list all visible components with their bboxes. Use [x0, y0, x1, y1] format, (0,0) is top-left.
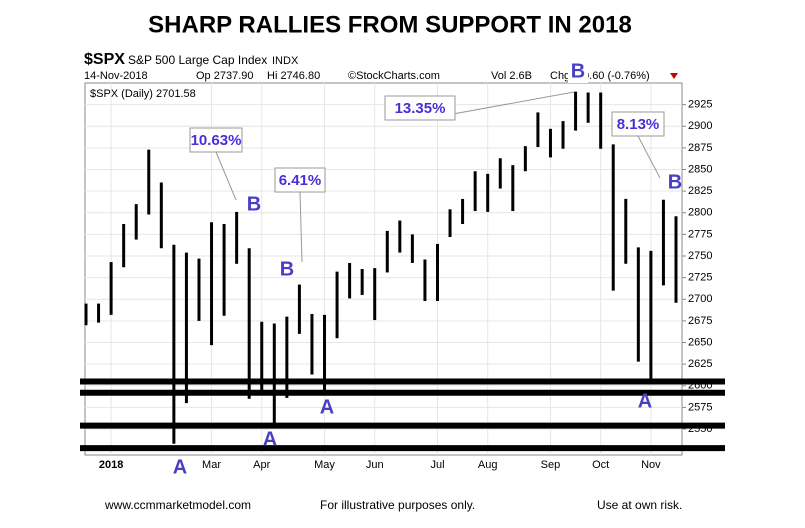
annotation-box [274, 167, 326, 193]
y-tick-label: 2875 [688, 142, 712, 154]
volume: Vol 2.6B [491, 70, 532, 82]
annotation-box [611, 111, 665, 137]
y-tick-label: 2575 [688, 401, 712, 413]
y-tick-label: 2725 [688, 272, 712, 284]
y-tick-label: 2825 [688, 185, 712, 197]
leader [637, 135, 661, 179]
y-tick-label: 2750 [688, 250, 712, 262]
annotation-box [384, 95, 456, 121]
x-tick-label: Apr [253, 459, 270, 471]
x-tick-label: Mar [202, 459, 221, 471]
point-letter: A [320, 396, 334, 418]
leader [299, 191, 303, 263]
footer-text: Use at own risk. [597, 498, 682, 512]
high: Hi 2746.80 [267, 70, 320, 82]
y-tick-label: 2625 [688, 358, 712, 370]
y-tick-label: 2650 [688, 336, 712, 348]
change: Chg -20.60 (-0.76%) [550, 70, 650, 82]
x-tick-label: May [314, 459, 335, 471]
letter-bg [568, 61, 588, 83]
point-letter: B [280, 258, 294, 280]
annotation: 13.35% [395, 100, 446, 117]
annotation: 10.63% [191, 132, 242, 149]
y-tick-label: 2850 [688, 163, 712, 175]
y-tick-label: 2775 [688, 228, 712, 240]
y-tick-label: 2700 [688, 293, 712, 305]
y-tick-label: 2900 [688, 120, 712, 132]
y-tick-label: 2925 [688, 99, 712, 111]
exchange: INDX [272, 55, 299, 67]
open: Op 2737.90 [196, 70, 254, 82]
point-letter: B [247, 193, 261, 215]
legend: $SPX (Daily) 2701.58 [90, 88, 196, 100]
x-tick-label: Nov [641, 459, 661, 471]
annotation-box [189, 127, 243, 153]
x-tick-label: Sep [541, 459, 561, 471]
symbol: $SPX [84, 51, 125, 68]
chart-title: SHARP RALLIES FROM SUPPORT IN 2018 [148, 11, 632, 38]
footer-text: For illustrative purposes only. [320, 498, 475, 512]
x-tick-label: Jun [366, 459, 384, 471]
source: ©StockCharts.com [348, 70, 440, 82]
x-tick-label: Oct [592, 459, 609, 471]
point-letter: B [571, 60, 585, 82]
point-letter: A [638, 390, 652, 412]
footer-text: www.ccmmarketmodel.com [104, 498, 251, 512]
x-tick-label: Jul [430, 459, 444, 471]
date: 14-Nov-2018 [84, 70, 148, 82]
point-letter: A [173, 456, 187, 478]
annotation: 8.13% [617, 116, 660, 133]
y-tick-label: 2800 [688, 207, 712, 219]
y-tick-label: 2675 [688, 315, 712, 327]
down-arrow [670, 73, 678, 79]
point-letter: B [668, 171, 682, 193]
point-letter: A [263, 428, 277, 450]
index-name: S&P 500 Large Cap Index [128, 53, 267, 67]
x-tick-label: Aug [478, 459, 498, 471]
leader [215, 151, 237, 201]
annotation: 6.41% [279, 172, 322, 189]
x-tick-label: 2018 [99, 459, 123, 471]
plot-frame [84, 82, 683, 456]
